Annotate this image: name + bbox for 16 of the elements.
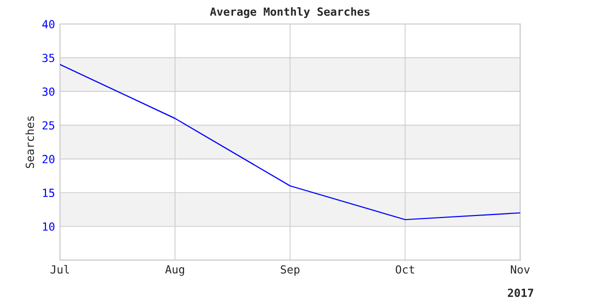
y-tick-label: 40: [42, 20, 54, 28]
y-tick-label: 25: [42, 121, 54, 130]
x-tick-label: Sep: [280, 265, 300, 276]
chart-title: Average Monthly Searches: [210, 7, 370, 18]
x-axis-title: 2017: [508, 288, 534, 298]
x-tick-label: Jul: [50, 264, 69, 274]
x-tick-label: Oct: [396, 265, 414, 274]
x-tick-label: Nov: [510, 265, 530, 274]
y-tick-label: 10: [43, 222, 54, 231]
y-tick-label: 30: [42, 87, 54, 96]
y-tick-label: 20: [42, 154, 54, 164]
x-tick-label: Aug: [165, 265, 184, 276]
y-axis-title: Searches: [25, 116, 34, 168]
y-tick-label: 15: [43, 188, 54, 198]
y-tick-label: 35: [42, 54, 54, 62]
line-series: [60, 64, 520, 220]
